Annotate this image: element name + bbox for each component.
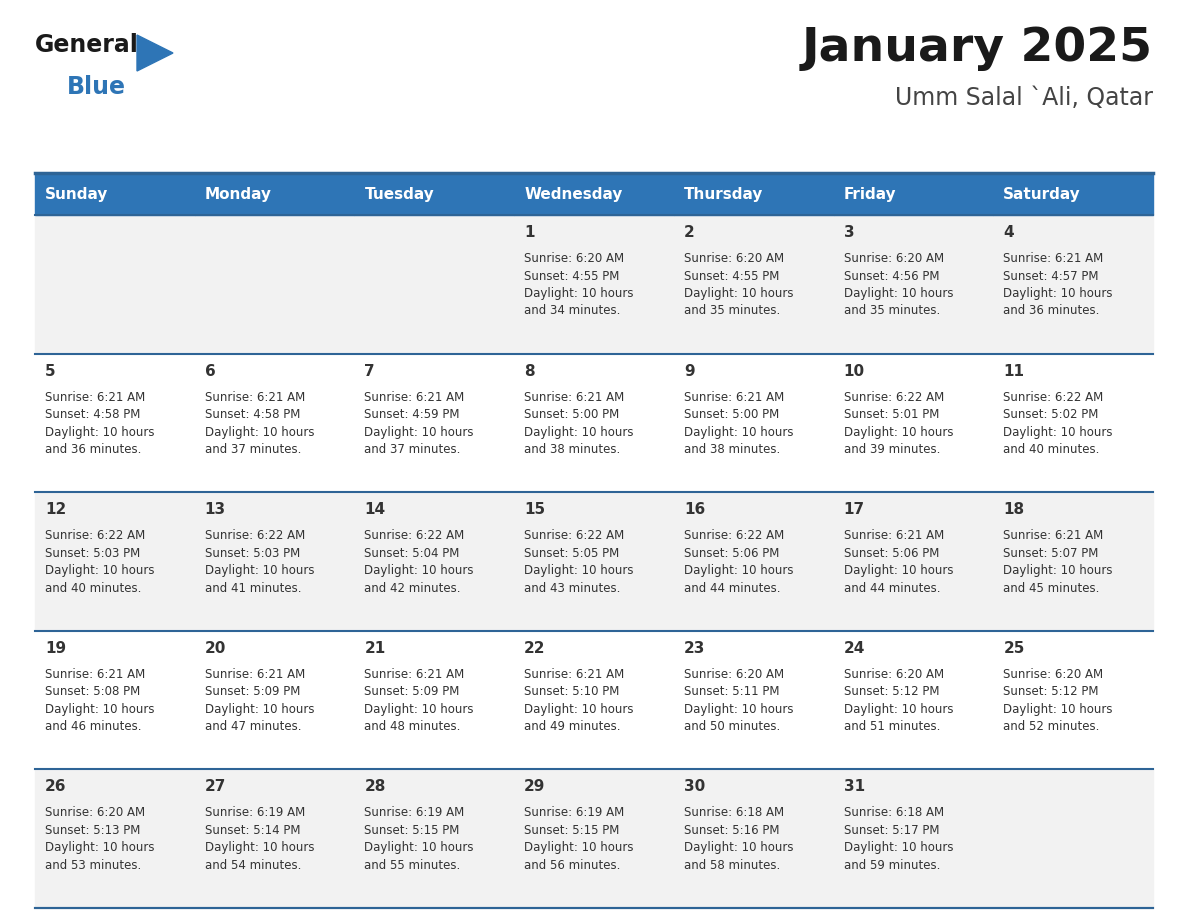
Text: 7: 7 (365, 364, 375, 378)
Text: Sunrise: 6:22 AM
Sunset: 5:03 PM
Daylight: 10 hours
and 41 minutes.: Sunrise: 6:22 AM Sunset: 5:03 PM Dayligh… (204, 529, 314, 595)
Text: Sunrise: 6:22 AM
Sunset: 5:06 PM
Daylight: 10 hours
and 44 minutes.: Sunrise: 6:22 AM Sunset: 5:06 PM Dayligh… (684, 529, 794, 595)
Bar (514, 173, 674, 215)
Text: Sunrise: 6:18 AM
Sunset: 5:17 PM
Daylight: 10 hours
and 59 minutes.: Sunrise: 6:18 AM Sunset: 5:17 PM Dayligh… (843, 806, 953, 872)
Text: Sunrise: 6:22 AM
Sunset: 5:05 PM
Daylight: 10 hours
and 43 minutes.: Sunrise: 6:22 AM Sunset: 5:05 PM Dayligh… (524, 529, 633, 595)
Text: 12: 12 (45, 502, 67, 517)
Text: 21: 21 (365, 641, 386, 655)
Bar (34, 215, 1154, 353)
Text: 31: 31 (843, 779, 865, 794)
Text: Sunrise: 6:20 AM
Sunset: 4:55 PM
Daylight: 10 hours
and 35 minutes.: Sunrise: 6:20 AM Sunset: 4:55 PM Dayligh… (684, 252, 794, 318)
Text: Thursday: Thursday (684, 186, 763, 201)
Text: Sunrise: 6:20 AM
Sunset: 4:56 PM
Daylight: 10 hours
and 35 minutes.: Sunrise: 6:20 AM Sunset: 4:56 PM Dayligh… (843, 252, 953, 318)
Text: Sunrise: 6:21 AM
Sunset: 5:09 PM
Daylight: 10 hours
and 47 minutes.: Sunrise: 6:21 AM Sunset: 5:09 PM Dayligh… (204, 667, 314, 733)
Text: Sunrise: 6:20 AM
Sunset: 5:12 PM
Daylight: 10 hours
and 51 minutes.: Sunrise: 6:20 AM Sunset: 5:12 PM Dayligh… (843, 667, 953, 733)
Text: Sunrise: 6:20 AM
Sunset: 4:55 PM
Daylight: 10 hours
and 34 minutes.: Sunrise: 6:20 AM Sunset: 4:55 PM Dayligh… (524, 252, 633, 318)
Bar (674, 173, 834, 215)
Bar (34, 631, 1154, 769)
Text: Umm Salal `Ali, Qatar: Umm Salal `Ali, Qatar (895, 86, 1154, 110)
Text: Sunrise: 6:20 AM
Sunset: 5:11 PM
Daylight: 10 hours
and 50 minutes.: Sunrise: 6:20 AM Sunset: 5:11 PM Dayligh… (684, 667, 794, 733)
Bar (34, 353, 1154, 492)
Text: 6: 6 (204, 364, 215, 378)
Text: Friday: Friday (843, 186, 896, 201)
Text: Sunrise: 6:19 AM
Sunset: 5:14 PM
Daylight: 10 hours
and 54 minutes.: Sunrise: 6:19 AM Sunset: 5:14 PM Dayligh… (204, 806, 314, 872)
Text: Blue: Blue (67, 75, 126, 99)
Polygon shape (137, 35, 173, 71)
Text: Sunrise: 6:21 AM
Sunset: 4:59 PM
Daylight: 10 hours
and 37 minutes.: Sunrise: 6:21 AM Sunset: 4:59 PM Dayligh… (365, 390, 474, 456)
Text: Sunrise: 6:19 AM
Sunset: 5:15 PM
Daylight: 10 hours
and 55 minutes.: Sunrise: 6:19 AM Sunset: 5:15 PM Dayligh… (365, 806, 474, 872)
Text: 5: 5 (45, 364, 56, 378)
Text: Sunday: Sunday (45, 186, 108, 201)
Text: 8: 8 (524, 364, 535, 378)
Bar (34, 492, 1154, 631)
Text: 3: 3 (843, 225, 854, 240)
Text: 22: 22 (524, 641, 545, 655)
Text: Sunrise: 6:22 AM
Sunset: 5:01 PM
Daylight: 10 hours
and 39 minutes.: Sunrise: 6:22 AM Sunset: 5:01 PM Dayligh… (843, 390, 953, 456)
Text: 26: 26 (45, 779, 67, 794)
Text: Saturday: Saturday (1004, 186, 1081, 201)
Text: 18: 18 (1004, 502, 1024, 517)
Text: Sunrise: 6:21 AM
Sunset: 5:08 PM
Daylight: 10 hours
and 46 minutes.: Sunrise: 6:21 AM Sunset: 5:08 PM Dayligh… (45, 667, 154, 733)
Text: Sunrise: 6:22 AM
Sunset: 5:02 PM
Daylight: 10 hours
and 40 minutes.: Sunrise: 6:22 AM Sunset: 5:02 PM Dayligh… (1004, 390, 1113, 456)
Text: Sunrise: 6:21 AM
Sunset: 5:00 PM
Daylight: 10 hours
and 38 minutes.: Sunrise: 6:21 AM Sunset: 5:00 PM Dayligh… (524, 390, 633, 456)
Text: January 2025: January 2025 (802, 26, 1154, 71)
Text: Sunrise: 6:22 AM
Sunset: 5:03 PM
Daylight: 10 hours
and 40 minutes.: Sunrise: 6:22 AM Sunset: 5:03 PM Dayligh… (45, 529, 154, 595)
Text: 16: 16 (684, 502, 706, 517)
Text: Monday: Monday (204, 186, 272, 201)
Bar (834, 173, 993, 215)
Text: Sunrise: 6:21 AM
Sunset: 5:10 PM
Daylight: 10 hours
and 49 minutes.: Sunrise: 6:21 AM Sunset: 5:10 PM Dayligh… (524, 667, 633, 733)
Text: Sunrise: 6:22 AM
Sunset: 5:04 PM
Daylight: 10 hours
and 42 minutes.: Sunrise: 6:22 AM Sunset: 5:04 PM Dayligh… (365, 529, 474, 595)
Text: 2: 2 (684, 225, 695, 240)
Text: 4: 4 (1004, 225, 1013, 240)
Text: 11: 11 (1004, 364, 1024, 378)
Text: Sunrise: 6:21 AM
Sunset: 4:58 PM
Daylight: 10 hours
and 36 minutes.: Sunrise: 6:21 AM Sunset: 4:58 PM Dayligh… (45, 390, 154, 456)
Text: 13: 13 (204, 502, 226, 517)
Text: 24: 24 (843, 641, 865, 655)
Text: 1: 1 (524, 225, 535, 240)
Text: General: General (34, 33, 139, 57)
Text: 19: 19 (45, 641, 67, 655)
Text: 20: 20 (204, 641, 226, 655)
Text: Wednesday: Wednesday (524, 186, 623, 201)
Text: 28: 28 (365, 779, 386, 794)
Text: 29: 29 (524, 779, 545, 794)
Text: 25: 25 (1004, 641, 1025, 655)
Text: Sunrise: 6:21 AM
Sunset: 4:58 PM
Daylight: 10 hours
and 37 minutes.: Sunrise: 6:21 AM Sunset: 4:58 PM Dayligh… (204, 390, 314, 456)
Text: 30: 30 (684, 779, 706, 794)
Text: 14: 14 (365, 502, 386, 517)
Text: 17: 17 (843, 502, 865, 517)
Text: Sunrise: 6:20 AM
Sunset: 5:12 PM
Daylight: 10 hours
and 52 minutes.: Sunrise: 6:20 AM Sunset: 5:12 PM Dayligh… (1004, 667, 1113, 733)
Bar (993, 173, 1154, 215)
Text: Sunrise: 6:21 AM
Sunset: 4:57 PM
Daylight: 10 hours
and 36 minutes.: Sunrise: 6:21 AM Sunset: 4:57 PM Dayligh… (1004, 252, 1113, 318)
Text: Sunrise: 6:21 AM
Sunset: 5:07 PM
Daylight: 10 hours
and 45 minutes.: Sunrise: 6:21 AM Sunset: 5:07 PM Dayligh… (1004, 529, 1113, 595)
Text: Sunrise: 6:20 AM
Sunset: 5:13 PM
Daylight: 10 hours
and 53 minutes.: Sunrise: 6:20 AM Sunset: 5:13 PM Dayligh… (45, 806, 154, 872)
Text: 15: 15 (524, 502, 545, 517)
Text: Tuesday: Tuesday (365, 186, 434, 201)
Bar (34, 173, 195, 215)
Text: 10: 10 (843, 364, 865, 378)
Text: 9: 9 (684, 364, 695, 378)
Text: Sunrise: 6:21 AM
Sunset: 5:09 PM
Daylight: 10 hours
and 48 minutes.: Sunrise: 6:21 AM Sunset: 5:09 PM Dayligh… (365, 667, 474, 733)
Text: Sunrise: 6:21 AM
Sunset: 5:00 PM
Daylight: 10 hours
and 38 minutes.: Sunrise: 6:21 AM Sunset: 5:00 PM Dayligh… (684, 390, 794, 456)
Text: 23: 23 (684, 641, 706, 655)
Bar (195, 173, 354, 215)
Text: Sunrise: 6:18 AM
Sunset: 5:16 PM
Daylight: 10 hours
and 58 minutes.: Sunrise: 6:18 AM Sunset: 5:16 PM Dayligh… (684, 806, 794, 872)
Bar (34, 769, 1154, 908)
Text: Sunrise: 6:21 AM
Sunset: 5:06 PM
Daylight: 10 hours
and 44 minutes.: Sunrise: 6:21 AM Sunset: 5:06 PM Dayligh… (843, 529, 953, 595)
Text: 27: 27 (204, 779, 226, 794)
Bar (354, 173, 514, 215)
Text: Sunrise: 6:19 AM
Sunset: 5:15 PM
Daylight: 10 hours
and 56 minutes.: Sunrise: 6:19 AM Sunset: 5:15 PM Dayligh… (524, 806, 633, 872)
